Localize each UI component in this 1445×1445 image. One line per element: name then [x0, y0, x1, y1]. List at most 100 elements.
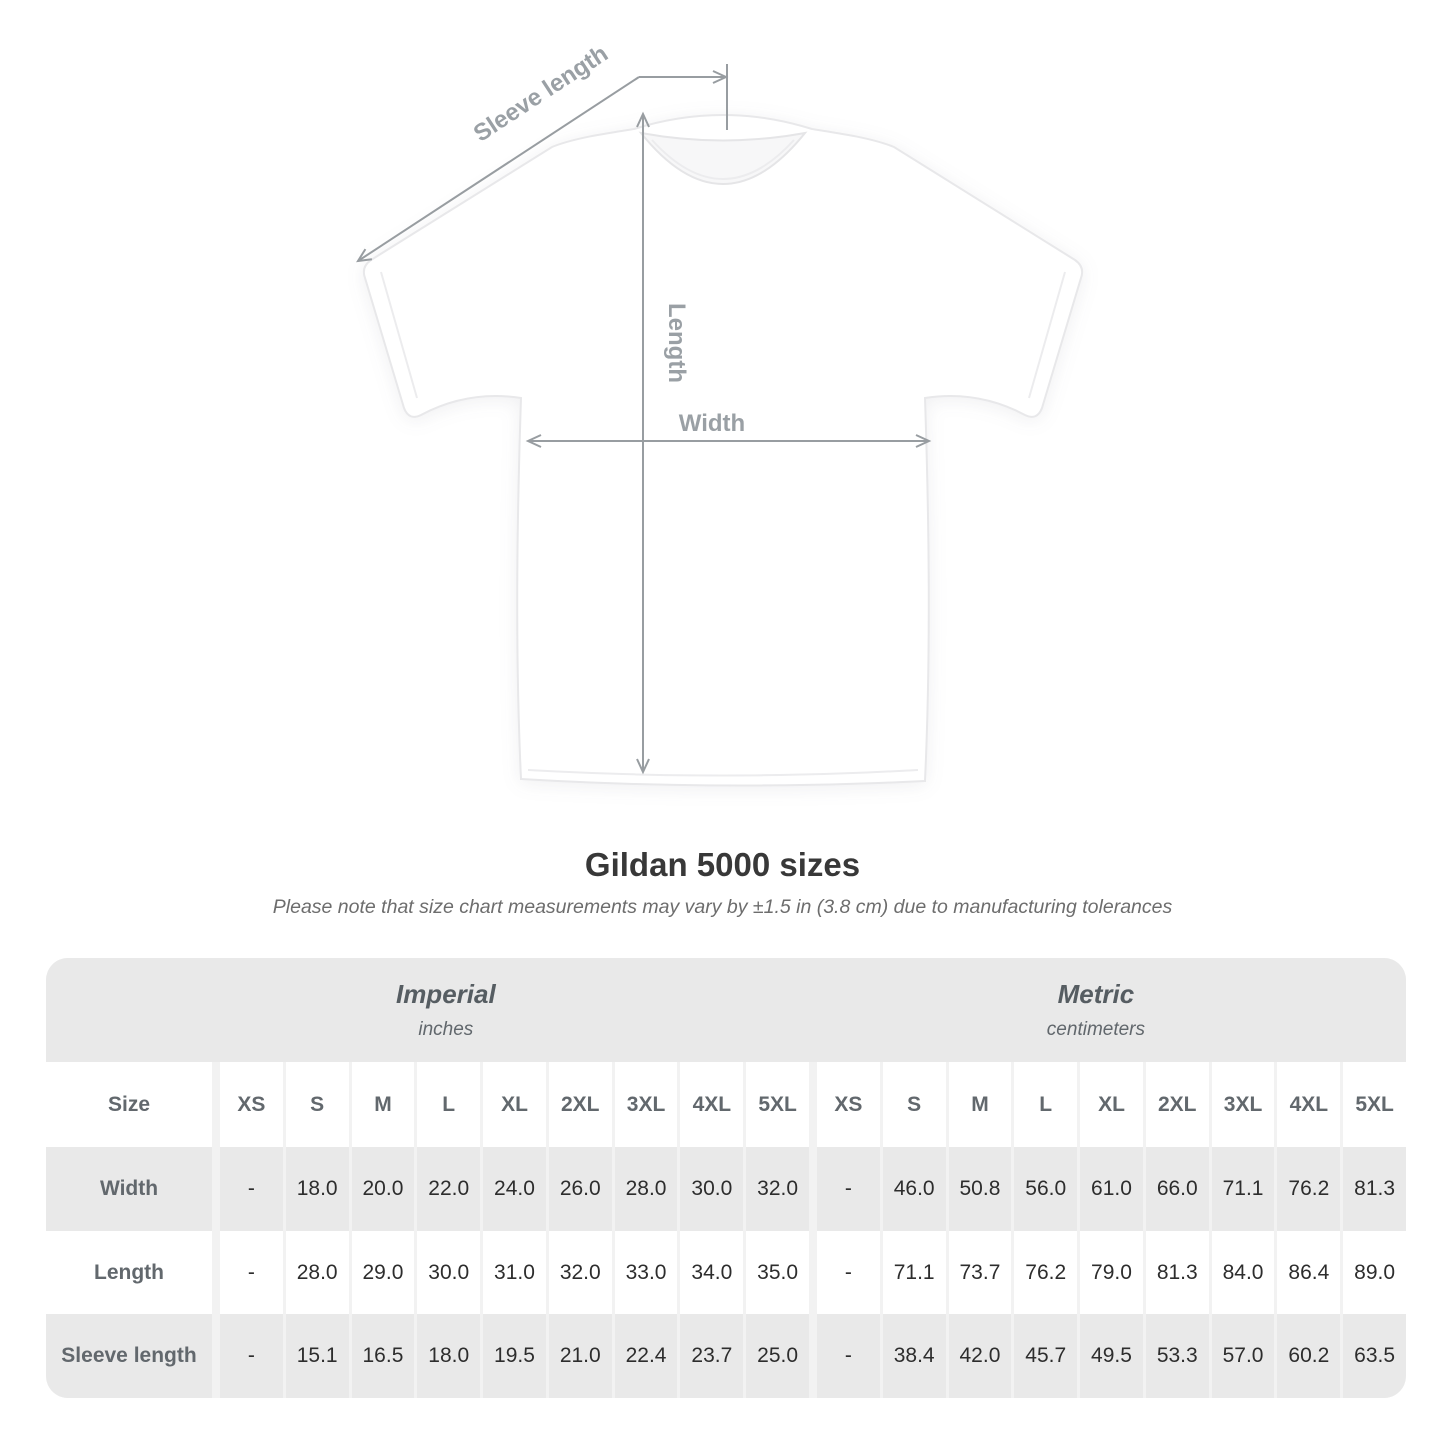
value-cell: 38.4 [882, 1314, 946, 1398]
value-cell: 76.2 [1277, 1147, 1341, 1231]
collar-seam [651, 139, 795, 180]
size-col-header: L [417, 1062, 481, 1147]
value-cell: 33.0 [614, 1231, 678, 1314]
value-cell: 15.1 [285, 1314, 349, 1398]
value-cell: 35.0 [746, 1231, 809, 1314]
value-cell: 16.5 [351, 1314, 415, 1398]
value-cell: 34.0 [680, 1231, 744, 1314]
value-cell: - [220, 1147, 283, 1231]
value-cell: 71.1 [882, 1231, 946, 1314]
value-cell: 53.3 [1145, 1314, 1209, 1398]
value-cell: 30.0 [680, 1147, 744, 1231]
value-cell: 29.0 [351, 1231, 415, 1314]
value-cell: - [817, 1147, 880, 1231]
size-chart-table: Imperial inches Metric centimeters Size … [46, 958, 1406, 1398]
value-cell: 50.8 [948, 1147, 1012, 1231]
value-cell: 81.3 [1343, 1147, 1406, 1231]
size-col-header: 3XL [614, 1062, 678, 1147]
tshirt-body [362, 114, 1084, 787]
value-cell: 60.2 [1277, 1314, 1341, 1398]
metric-title: Metric [1057, 979, 1135, 1009]
value-cell: 23.7 [680, 1314, 744, 1398]
size-row-header: Size [46, 1062, 212, 1147]
sleeve-length-label: Sleeve length [469, 40, 613, 148]
value-cell: 22.4 [614, 1314, 678, 1398]
width-arrow [525, 434, 932, 448]
column-divider [215, 1231, 217, 1314]
value-cell: 61.0 [1080, 1147, 1143, 1231]
value-cell: 76.2 [1014, 1231, 1078, 1314]
size-col-header: XS [817, 1062, 880, 1147]
column-divider [812, 1314, 814, 1398]
row-label-sleeve-length: Sleeve length [46, 1314, 212, 1398]
value-cell: - [817, 1231, 880, 1314]
value-cell: 79.0 [1080, 1231, 1143, 1314]
metric-header: Metric centimeters [1047, 979, 1145, 1041]
size-col-header: S [882, 1062, 946, 1147]
value-cell: 28.0 [285, 1231, 349, 1314]
imperial-unit: inches [418, 1019, 474, 1040]
size-col-header: XL [1080, 1062, 1143, 1147]
left-cuff-seam [380, 271, 418, 399]
column-divider [215, 1062, 217, 1147]
value-cell: 45.7 [1014, 1314, 1078, 1398]
value-cell: 57.0 [1211, 1314, 1275, 1398]
sleeve-length-arrow [356, 64, 729, 263]
size-col-header: M [351, 1062, 415, 1147]
length-label: Length [663, 303, 690, 383]
size-col-header: S [285, 1062, 349, 1147]
page-title: Gildan 5000 sizes [584, 846, 861, 883]
size-col-header: 5XL [1343, 1062, 1406, 1147]
size-col-header: XS [220, 1062, 283, 1147]
value-cell: 56.0 [1014, 1147, 1078, 1231]
size-col-header: 4XL [1277, 1062, 1341, 1147]
right-cuff-seam [1028, 271, 1066, 399]
value-cell: 66.0 [1145, 1147, 1209, 1231]
size-col-header: 5XL [746, 1062, 809, 1147]
size-col-header: L [1014, 1062, 1078, 1147]
value-cell: 89.0 [1343, 1231, 1406, 1314]
column-divider [812, 1062, 814, 1147]
metric-unit: centimeters [1046, 1019, 1146, 1040]
value-cell: 30.0 [417, 1231, 481, 1314]
value-cell: 86.4 [1277, 1231, 1341, 1314]
row-label-length: Length [46, 1231, 212, 1314]
imperial-header: Imperial inches [396, 979, 496, 1041]
value-cell: 19.5 [483, 1314, 546, 1398]
value-cell: 32.0 [548, 1231, 612, 1314]
tshirt-graphic [362, 114, 1084, 787]
value-cell: 71.1 [1211, 1147, 1275, 1231]
value-cell: 18.0 [417, 1314, 481, 1398]
tolerance-note: Please note that size chart measurements… [272, 896, 1173, 918]
value-cell: 28.0 [614, 1147, 678, 1231]
column-divider [215, 1314, 217, 1398]
value-cell: - [817, 1314, 880, 1398]
value-cell: 24.0 [483, 1147, 546, 1231]
hem-seam [527, 769, 919, 777]
length-arrow [636, 111, 650, 775]
column-divider [215, 1147, 217, 1231]
size-col-header: 4XL [680, 1062, 744, 1147]
size-col-header: 2XL [1145, 1062, 1209, 1147]
value-cell: - [220, 1231, 283, 1314]
width-label: Width [679, 410, 745, 437]
row-label-width: Width [46, 1147, 212, 1231]
value-cell: 20.0 [351, 1147, 415, 1231]
value-cell: 42.0 [948, 1314, 1012, 1398]
column-divider [812, 1147, 814, 1231]
unit-header-band: Imperial inches Metric centimeters [46, 958, 1406, 1062]
value-cell: 49.5 [1080, 1314, 1143, 1398]
value-cell: 31.0 [483, 1231, 546, 1314]
value-cell: 22.0 [417, 1147, 481, 1231]
value-cell: 18.0 [285, 1147, 349, 1231]
value-cell: 32.0 [746, 1147, 809, 1231]
value-cell: 21.0 [548, 1314, 612, 1398]
value-cell: 84.0 [1211, 1231, 1275, 1314]
size-col-header: 3XL [1211, 1062, 1275, 1147]
value-cell: 63.5 [1343, 1314, 1406, 1398]
tshirt-measurement-diagram: Sleeve length Length Width [356, 40, 1084, 787]
value-cell: - [220, 1314, 283, 1398]
column-divider [812, 1231, 814, 1314]
size-col-header: M [948, 1062, 1012, 1147]
tshirt-collar [638, 131, 808, 185]
